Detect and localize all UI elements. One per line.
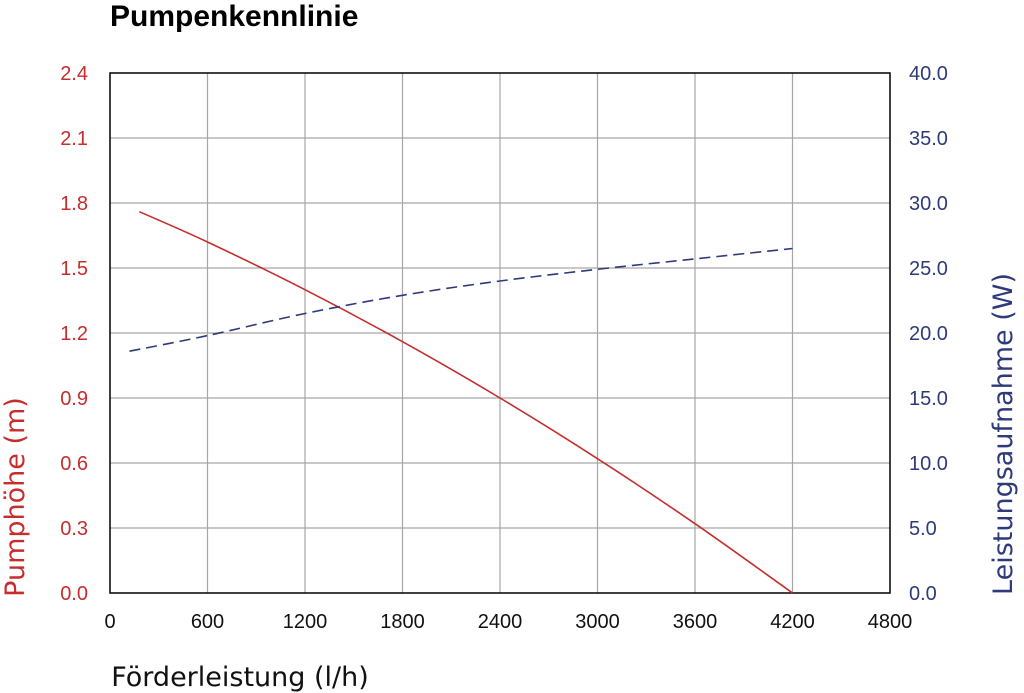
- y-left-tick-label: 2.1: [60, 128, 88, 150]
- x-tick-label: 3600: [673, 611, 718, 633]
- y-axis-right-label: Leistungsaufnahme (W): [988, 273, 1019, 595]
- grid: [110, 73, 890, 593]
- y-left-tick-label: 1.8: [60, 193, 88, 215]
- tick-labels: 0 600 1200 1800 2400 3000 3600 4200 4800 0.0 0.0 0.…: [60, 63, 948, 633]
- y-left-tick-label: 1.5: [60, 258, 88, 280]
- x-tick-label: 600: [191, 611, 224, 633]
- y-right-tick-label: 35.0: [909, 128, 948, 150]
- power-consumption-line: [129, 247, 793, 352]
- plot-frame: [109, 72, 891, 594]
- y-left-tick-label: 0.3: [60, 518, 88, 540]
- x-tick-label: 0: [104, 611, 115, 633]
- y-right-tick-label: 10.0: [909, 453, 948, 475]
- y-right-tick-label: 5.0: [909, 518, 937, 540]
- y-axis-left-label: Pumphöhe (m): [0, 397, 31, 597]
- x-tick-label: 4200: [770, 611, 815, 633]
- series-group: [129, 210, 793, 594]
- pump-head-line: [138, 210, 793, 594]
- y-right-tick-label: 25.0: [909, 258, 948, 280]
- x-tick-label: 1800: [380, 611, 425, 633]
- y-right-tick-label: 30.0: [909, 193, 948, 215]
- x-tick-label: 4800: [868, 611, 913, 633]
- x-tick-label: 1200: [283, 611, 328, 633]
- y-right-tick-label: 15.0: [909, 388, 948, 410]
- x-axis-label: Förderleistung (l/h): [111, 662, 369, 693]
- y-left-tick-label: 0.6: [60, 453, 88, 475]
- y-left-tick-label: 2.4: [60, 63, 88, 85]
- y-right-tick-label: 0.0: [909, 583, 937, 605]
- y-right-tick-label: 20.0: [909, 323, 948, 345]
- y-left-tick-label: 0.0: [60, 583, 88, 605]
- y-left-tick-label: 1.2: [60, 323, 88, 345]
- x-tick-label: 3000: [575, 611, 620, 633]
- x-tick-label: 2400: [478, 611, 523, 633]
- y-left-tick-label: 0.9: [60, 388, 88, 410]
- chart-title: Pumpenkennlinie: [110, 0, 358, 33]
- y-right-tick-label: 40.0: [909, 63, 948, 85]
